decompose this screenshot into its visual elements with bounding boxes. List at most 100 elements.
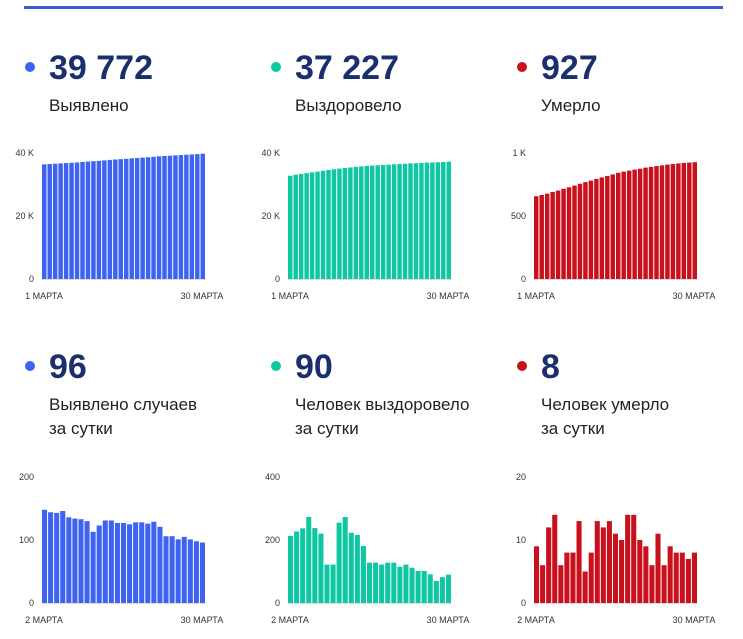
bar	[566, 187, 572, 279]
bar	[441, 161, 446, 279]
bar	[124, 158, 129, 279]
y-tick-label: 500	[511, 211, 526, 221]
bar	[385, 562, 391, 603]
bar	[373, 562, 379, 603]
bar	[621, 171, 626, 279]
bar	[187, 539, 193, 603]
bar	[114, 522, 120, 603]
bar	[330, 564, 336, 603]
daily-detected-chart: 0 100 200 2 МАРТА 30 МАРТА	[19, 472, 223, 625]
bar	[360, 545, 366, 603]
bar	[118, 159, 123, 279]
daily-recovered-chart: 0 200 400 2 МАРТА 30 МАРТА	[265, 472, 469, 625]
x-start-label: 2 МАРТА	[271, 615, 309, 625]
bar	[320, 170, 326, 279]
bar	[96, 525, 102, 603]
bar	[550, 191, 555, 279]
bar	[445, 574, 451, 603]
bar	[419, 162, 424, 279]
bar	[312, 528, 318, 603]
bar	[540, 565, 546, 603]
bar	[298, 173, 304, 279]
bar	[667, 546, 673, 603]
bar	[145, 523, 151, 603]
bar	[91, 161, 96, 279]
bar	[572, 185, 577, 279]
bar	[69, 162, 74, 279]
x-start-label: 1 МАРТА	[271, 291, 309, 301]
bar	[691, 552, 697, 603]
y-tick-label: 10	[516, 535, 526, 545]
daily-detected-value: 96	[49, 348, 87, 386]
daily-deaths-value: 8	[541, 348, 560, 386]
bar	[643, 546, 649, 603]
bar	[631, 514, 637, 603]
bar	[626, 170, 632, 279]
bar	[157, 526, 163, 603]
bar	[102, 520, 108, 603]
bar	[90, 531, 96, 603]
bar	[366, 562, 373, 603]
bar	[380, 164, 386, 279]
bar	[342, 167, 348, 279]
bar	[140, 157, 145, 279]
bar	[588, 552, 594, 603]
bar	[673, 552, 679, 603]
bar	[681, 162, 687, 279]
bar	[659, 165, 665, 279]
total-recovered-label: Выздоровело	[295, 96, 402, 115]
bar	[294, 531, 300, 603]
bar	[354, 534, 360, 603]
y-tick-label: 200	[19, 472, 34, 482]
total-deaths-value: 927	[541, 49, 598, 87]
bar	[625, 514, 631, 603]
bar	[52, 163, 58, 279]
y-tick-label: 0	[275, 598, 280, 608]
bar	[195, 154, 200, 279]
bar	[583, 182, 588, 279]
y-tick-label: 0	[29, 274, 34, 284]
bar	[439, 577, 445, 603]
bar	[679, 552, 685, 603]
bar	[331, 169, 337, 279]
bar	[85, 161, 91, 279]
bar	[353, 166, 359, 279]
bar	[665, 164, 670, 279]
y-tick-label: 1 K	[512, 148, 526, 158]
recovered-cumulative-chart: 0 20 K 40 K 1 МАРТА 30 МАРТА	[261, 148, 469, 301]
bar	[167, 155, 173, 279]
bar	[605, 175, 610, 279]
bar	[127, 524, 133, 603]
bar	[107, 159, 113, 279]
y-tick-label: 20 K	[261, 211, 280, 221]
bar	[96, 160, 102, 280]
bar	[42, 164, 47, 279]
bar	[577, 183, 583, 279]
bar	[415, 570, 421, 603]
bar	[309, 172, 315, 279]
bar	[594, 178, 599, 279]
bar	[637, 168, 643, 279]
daily-deaths-chart: 0 10 20 2 МАРТА 30 МАРТА	[516, 472, 715, 625]
bar	[534, 196, 539, 279]
bar	[199, 542, 205, 603]
bar	[576, 521, 582, 603]
bar	[397, 566, 403, 603]
bar	[288, 175, 293, 279]
bar	[555, 190, 561, 279]
daily-recovered-value: 90	[295, 348, 333, 386]
bar	[288, 535, 294, 603]
bar	[342, 517, 348, 603]
teal-dot-icon	[271, 361, 281, 371]
bar	[649, 565, 655, 603]
bar	[151, 156, 156, 279]
bar	[66, 517, 72, 603]
bar	[315, 171, 320, 279]
bar	[318, 533, 324, 603]
x-end-label: 30 МАРТА	[673, 291, 716, 301]
y-tick-label: 20	[516, 472, 526, 482]
bar	[561, 188, 566, 279]
y-tick-label: 40 K	[261, 148, 280, 158]
bar	[564, 552, 570, 603]
bar	[133, 522, 139, 603]
